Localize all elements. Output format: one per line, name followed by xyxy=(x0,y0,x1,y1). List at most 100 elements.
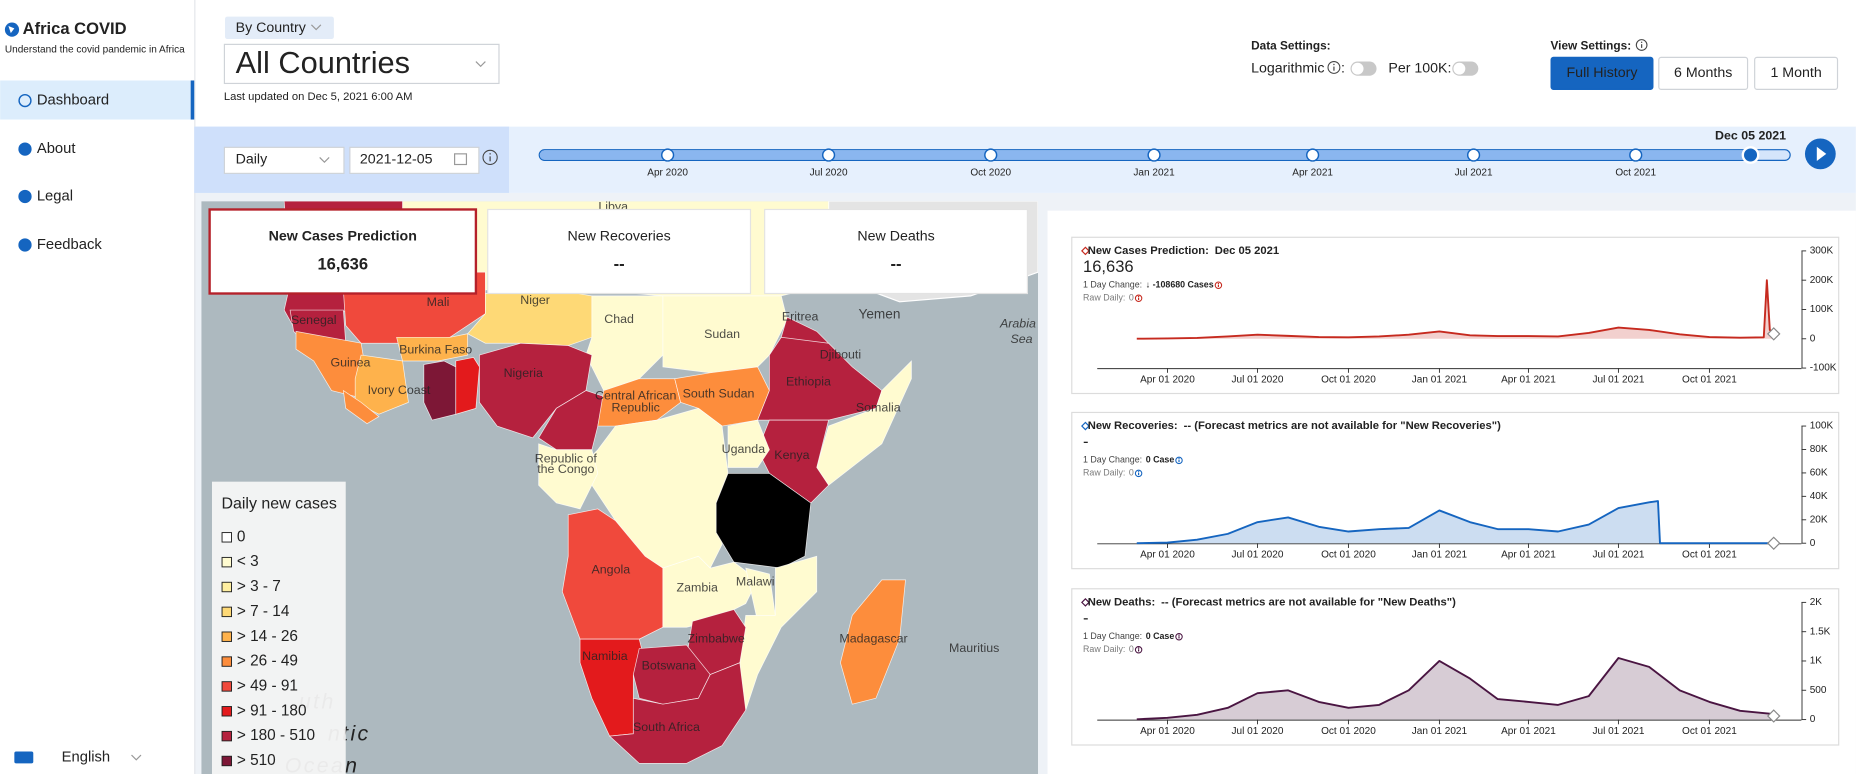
view-button[interactable]: Full History xyxy=(1550,56,1654,90)
date-picker[interactable]: 2021-12-05 xyxy=(349,146,480,174)
country-label: Malawi xyxy=(736,575,775,589)
y-tick-label: 20K xyxy=(1810,514,1828,525)
country-label: Guinea xyxy=(330,356,370,370)
info-icon xyxy=(1327,61,1341,74)
country-label: Mauritius xyxy=(949,641,999,655)
scope-select[interactable]: By Country xyxy=(225,16,334,40)
chevron-icon xyxy=(131,754,142,761)
metric-card[interactable]: New Cases Prediction 16,636 xyxy=(208,208,478,295)
slider-tick xyxy=(1147,148,1161,162)
country-shape[interactable] xyxy=(840,579,906,705)
info-icon xyxy=(482,149,498,166)
country-shape[interactable] xyxy=(295,330,368,397)
slider-tick-label: Oct 2021 xyxy=(1615,167,1656,178)
legend-label: > 14 - 26 xyxy=(237,628,298,645)
metric-card-box xyxy=(208,208,478,295)
language-select[interactable]: English xyxy=(14,749,142,765)
play-button[interactable] xyxy=(1804,138,1836,170)
country-shape[interactable] xyxy=(354,354,409,415)
metric-card-box xyxy=(487,208,752,295)
x-tick-label: Jul 01 2020 xyxy=(1231,550,1283,561)
nav-icon xyxy=(18,189,32,204)
x-tick-label: Oct 01 2021 xyxy=(1682,726,1737,737)
y-tick-label: 0 xyxy=(1810,714,1816,725)
slider-current-date: Dec 05 2021 xyxy=(1715,128,1786,142)
nav-item[interactable]: Feedback xyxy=(18,237,102,253)
region-select[interactable]: All Countries xyxy=(223,43,500,85)
view-button[interactable]: 6 Months xyxy=(1658,56,1749,90)
slider-tick-label: Apr 2020 xyxy=(647,167,688,178)
nav-item[interactable]: Legal xyxy=(18,188,73,204)
metric-card-value: -- xyxy=(891,254,902,273)
country-shape[interactable] xyxy=(727,419,770,468)
country-shape[interactable] xyxy=(538,443,599,510)
toggle-label: Logarithmic xyxy=(1251,60,1324,76)
country-label: Kenya xyxy=(774,448,809,462)
toggle-label-suffix: : xyxy=(1341,60,1345,76)
x-tick-label: Jul 01 2021 xyxy=(1592,375,1644,386)
chart-date: Dec 05 2021 xyxy=(1215,245,1279,257)
chart-card-box xyxy=(1071,588,1840,746)
legend-label: < 3 xyxy=(237,553,259,570)
date-picker-box xyxy=(349,146,480,174)
info-icon-dot xyxy=(1137,647,1140,649)
country-shape[interactable] xyxy=(342,389,380,425)
metric-card[interactable]: New Recoveries -- xyxy=(487,208,752,295)
legend-swatch xyxy=(221,656,232,667)
toggle-label: Per 100K: xyxy=(1388,60,1451,76)
metric-card[interactable]: New Deaths -- xyxy=(764,208,1029,295)
info-icon-dot xyxy=(489,153,491,155)
metric-card-value: 16,636 xyxy=(317,254,368,273)
x-tick-label: Apr 01 2021 xyxy=(1501,550,1556,561)
y-tick-label: 40K xyxy=(1810,491,1828,502)
data-settings-title: Data Settings: xyxy=(1251,38,1331,52)
country-label: Yemen xyxy=(859,306,901,321)
legend-swatch xyxy=(221,755,232,767)
chart-value: - xyxy=(1083,608,1089,627)
country-shape[interactable] xyxy=(597,378,682,427)
info-icon xyxy=(1134,469,1143,478)
slider-tick xyxy=(1629,148,1643,162)
chevron-icon xyxy=(475,61,486,68)
legend-label: 0 xyxy=(237,528,246,545)
header: By Country All Countries Last updated on D… xyxy=(223,16,500,103)
slider-tick-label: Oct 2020 xyxy=(970,167,1011,178)
brand-name: Africa COVID xyxy=(23,19,127,38)
toggle-switch[interactable] xyxy=(1350,61,1377,76)
slider-handle[interactable] xyxy=(1741,146,1760,164)
country-label: Burkina Faso xyxy=(399,343,472,357)
chart-change-value: ↓ -108680 Cases xyxy=(1146,280,1214,290)
x-tick-label: Oct 01 2020 xyxy=(1321,375,1376,386)
chart-raw-label: Raw Daily: xyxy=(1083,468,1125,478)
chart-raw-label: Raw Daily: xyxy=(1083,644,1125,654)
frequency-select[interactable]: Daily xyxy=(223,146,345,174)
line xyxy=(1136,279,1775,340)
chart-title-icon xyxy=(1081,598,1090,607)
x-tick-label: Apr 01 2020 xyxy=(1140,726,1195,737)
x-tick-label: Oct 01 2021 xyxy=(1682,550,1737,561)
nav-active-indicator xyxy=(190,80,195,120)
country-label: Republic of xyxy=(535,451,598,465)
chart-card: New Cases Prediction: Dec 05 2021 16,636 1 … xyxy=(1071,236,1840,395)
legend-swatch xyxy=(221,631,232,642)
current-marker xyxy=(1766,327,1781,341)
chart-change-label: 1 Day Change: xyxy=(1083,280,1142,290)
view-button-label: 6 Months xyxy=(1674,65,1732,81)
country-shape[interactable] xyxy=(455,357,480,415)
country-shape[interactable] xyxy=(538,390,605,451)
view-button[interactable]: 1 Month xyxy=(1754,56,1839,90)
country-label: Somalia xyxy=(856,401,901,415)
nav-icon xyxy=(18,238,32,252)
slider-tick xyxy=(1466,148,1481,162)
date-picker-value: 2021-12-05 xyxy=(360,152,433,168)
country-shape[interactable] xyxy=(608,662,747,764)
chart-card-box xyxy=(1071,411,1840,570)
nav-item[interactable]: Dashboard xyxy=(0,80,195,120)
y-tick-label: 0 xyxy=(1810,538,1816,549)
nav-item[interactable]: About xyxy=(18,141,75,157)
toggle-switch[interactable] xyxy=(1452,61,1479,76)
y-tick-label: 1K xyxy=(1810,656,1823,667)
info-icon xyxy=(1134,294,1143,302)
view-button-label: 1 Month xyxy=(1770,65,1821,81)
metric-card-title: New Deaths xyxy=(857,228,934,244)
